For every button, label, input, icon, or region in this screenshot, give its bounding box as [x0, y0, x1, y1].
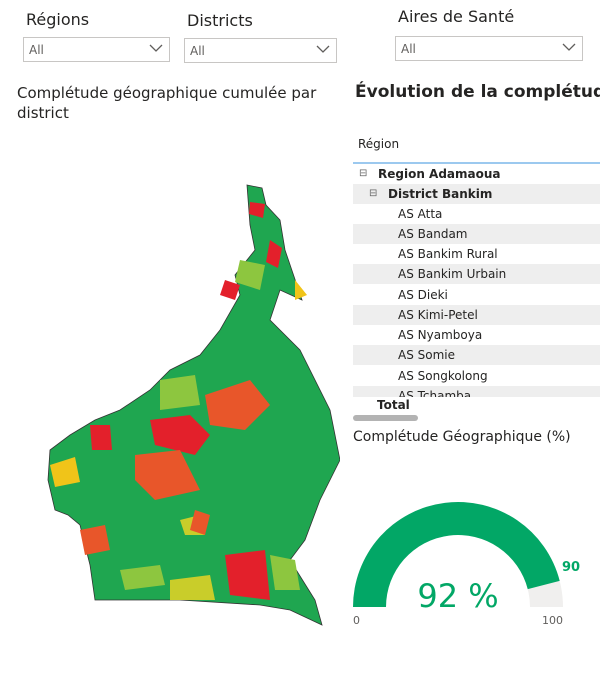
- table-row[interactable]: AS Tchamba: [353, 386, 600, 397]
- table-row[interactable]: AS Bankim Rural: [398, 247, 498, 261]
- map-district-orange: [205, 380, 270, 430]
- table-row[interactable]: AS Somie: [353, 345, 600, 365]
- districts-filter-value: All: [190, 44, 205, 58]
- gauge-fill: [353, 501, 560, 607]
- region-name: Region Adamaoua: [378, 167, 501, 181]
- table-row[interactable]: AS Nyamboya: [398, 328, 483, 342]
- map-district-bad: [90, 425, 112, 450]
- districts-filter-select[interactable]: All: [184, 38, 337, 63]
- matrix-title: Évolution de la complétude: [355, 82, 600, 102]
- district-name: District Bankim: [388, 187, 493, 201]
- minus-square-icon[interactable]: ⊟: [359, 168, 368, 179]
- table-row[interactable]: AS Songkolong: [398, 369, 488, 383]
- horizontal-scrollbar[interactable]: [353, 415, 418, 421]
- minus-square-icon[interactable]: ⊟: [369, 188, 378, 199]
- matrix-rows: AS Atta AS Bandam AS Bankim Rural AS Ban…: [353, 207, 600, 397]
- gauge-min-label: 0: [353, 614, 360, 627]
- map-district-warn: [170, 575, 215, 600]
- districts-filter-label: Districts: [187, 11, 253, 30]
- gauge-title: Complétude Géographique (%): [353, 429, 571, 445]
- map-district-orange: [80, 525, 110, 555]
- matrix-district-row[interactable]: ⊟ District Bankim: [353, 184, 600, 204]
- gauge-value: 92 %: [417, 577, 499, 615]
- map-district-mid: [270, 555, 300, 590]
- gauge-max-label: 100: [542, 614, 563, 627]
- aires-filter-label: Aires de Santé: [398, 7, 515, 26]
- regions-filter-label: Régions: [26, 10, 90, 29]
- map-district-orange: [135, 450, 200, 500]
- map-district-mid: [235, 260, 265, 290]
- map-district-orange: [190, 510, 210, 535]
- chevron-down-icon: [562, 43, 576, 51]
- map-district-bad: [249, 202, 265, 218]
- matrix-region-row[interactable]: ⊟ Region Adamaoua: [353, 164, 600, 184]
- total-label: Total: [377, 398, 410, 412]
- table-row[interactable]: AS Bandam: [353, 224, 600, 244]
- map-district-bad: [220, 280, 240, 300]
- map-district-mid: [120, 565, 165, 590]
- map-district-bad: [266, 240, 282, 268]
- table-row[interactable]: AS Kimi-Petel: [353, 305, 600, 325]
- district-map[interactable]: [40, 180, 340, 630]
- chevron-down-icon: [316, 45, 330, 53]
- map-district-warn: [295, 280, 307, 300]
- map-district-bad: [225, 550, 270, 600]
- map-district-mid: [160, 375, 200, 410]
- map-title: Complétude géographique cumulée par dist…: [17, 84, 317, 122]
- table-row[interactable]: AS Dieki: [398, 288, 448, 302]
- map-district-warn: [50, 457, 80, 487]
- table-row[interactable]: AS Atta: [398, 207, 443, 221]
- header-underline: [353, 162, 600, 164]
- matrix-column-header[interactable]: Région: [358, 137, 400, 151]
- regions-filter-value: All: [29, 43, 44, 57]
- gauge-target-label: 90: [562, 560, 581, 575]
- table-row[interactable]: AS Bankim Urbain: [353, 264, 600, 284]
- map-district-bad: [150, 415, 210, 455]
- completude-gauge: [353, 501, 563, 607]
- aires-filter-select[interactable]: All: [395, 36, 583, 61]
- chevron-down-icon: [149, 44, 163, 52]
- regions-filter-select[interactable]: All: [23, 37, 170, 62]
- aires-filter-value: All: [401, 42, 416, 56]
